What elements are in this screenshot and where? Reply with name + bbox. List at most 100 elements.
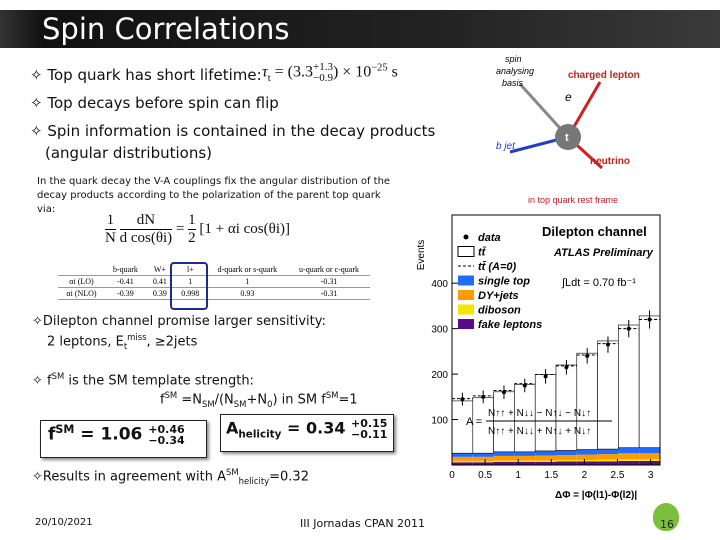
bar (514, 451, 536, 456)
table-cell: 0.41 (145, 275, 174, 288)
lumi: ∫Ldt = 0.70 fb⁻¹ (561, 277, 636, 289)
bar (493, 460, 515, 462)
x-axis-label: ΔΦ = |Φ(l1)-Φ(l2)| (555, 490, 637, 501)
bar (639, 459, 660, 461)
text: = 0.34 (287, 418, 346, 438)
data-point (605, 342, 610, 347)
sup: miss (127, 332, 147, 342)
fraction: dN d cos(θi) (119, 212, 173, 247)
text: f (160, 392, 165, 408)
legend-label: diboson (478, 305, 521, 317)
table-cell: 1 (206, 275, 289, 288)
bullet: ✧ (30, 122, 43, 140)
text: +N (246, 392, 268, 408)
errors: +1.3 −0.9 (313, 62, 333, 84)
bar (472, 456, 494, 461)
bar (493, 451, 515, 456)
x-tick-label: 1 (515, 470, 521, 481)
legend-label: data (478, 232, 501, 244)
bullet-text: Top quark has short lifetime: (47, 66, 262, 84)
sub: 0 (267, 398, 273, 409)
y-tick-label: 200 (431, 370, 448, 381)
table-cell: d-quark or s-quark (206, 264, 289, 276)
legend-swatch (458, 275, 474, 286)
decay-diagram (509, 81, 604, 170)
bar (556, 461, 577, 465)
sup: SM (51, 371, 65, 381)
bar (472, 453, 494, 457)
legend-swatch (458, 290, 474, 300)
slide-title: Spin Correlations (42, 12, 290, 46)
fsm-definition: fSM =NSM/(NSM+N0) in SM fSM=1 (160, 390, 358, 409)
fsm-result: fSM = 1.06 +0.46 −0.34 (48, 423, 185, 446)
x-tick-label: 0.5 (478, 470, 492, 481)
den: 2 (188, 230, 196, 246)
bullet-item: ✧ Top decays before spin can flip (30, 94, 279, 112)
bullet-item: ✧ Spin information is contained in the d… (30, 122, 435, 140)
data-point (564, 365, 569, 370)
bar (597, 461, 619, 465)
label: t (565, 132, 569, 144)
label: neutrino (590, 156, 630, 167)
bullet-item: ✧ fSM is the SM template strength: (32, 371, 254, 388)
bar (493, 461, 515, 465)
sup: SM (225, 467, 239, 477)
label: analysing (496, 66, 534, 76)
bar (597, 459, 619, 462)
text: A (226, 418, 239, 438)
table-cell (58, 264, 106, 276)
bar (576, 454, 598, 460)
bar (472, 462, 494, 465)
data-point (522, 383, 527, 388)
bar (618, 447, 640, 454)
exp: −25 (371, 62, 388, 74)
bullet-item: ✧Dilepton channel promise larger sensiti… (32, 314, 326, 329)
bar (576, 460, 598, 462)
x-tick-label: 2.5 (611, 470, 625, 481)
bar (535, 461, 556, 465)
table-row: αi (NLO) -0.39 0.39 0.998 0.93 -0.31 (58, 287, 370, 300)
table-cell: 0.39 (145, 287, 174, 300)
x-tick-label: 2 (582, 470, 588, 481)
bar (514, 460, 536, 462)
label: basis (502, 78, 524, 88)
data-point (501, 390, 506, 395)
table-cell: -0.31 (288, 275, 370, 288)
legend-label: DY+jets (478, 290, 519, 302)
label: charged lepton (568, 70, 640, 81)
text: f (48, 424, 56, 445)
bar (597, 454, 619, 460)
lifetime-formula: τt = (3.3 +1.3 −0.9) × 10−25 s (262, 62, 398, 84)
legend-swatch (457, 246, 475, 257)
up: +0.15 (351, 417, 388, 430)
down: −0.9 (312, 72, 333, 84)
up: +0.46 (148, 422, 185, 436)
bar (535, 460, 556, 462)
bar (514, 455, 536, 461)
table-cell: l+ (173, 264, 207, 276)
bullet-text: Top decays before spin can flip (47, 94, 279, 112)
label: spin (505, 54, 522, 64)
data-point (481, 394, 486, 399)
formula: N↑↑ + N↓↓ − N↑↓ − N↓↑ (488, 408, 591, 419)
table-cell: 0.998 (173, 287, 207, 300)
text: = 1.06 (80, 424, 143, 445)
bar (535, 455, 556, 461)
bar (639, 447, 660, 454)
logo (653, 503, 679, 531)
footer-event: III Jornadas CPAN 2011 (300, 517, 426, 530)
result-box (220, 414, 394, 452)
bar (556, 450, 577, 455)
text: = (175, 220, 185, 237)
bar (639, 460, 660, 465)
down: −0.11 (351, 428, 388, 441)
num: 1 (105, 212, 116, 230)
table-cell: αi (NLO) (58, 287, 106, 300)
table-cell: -0.31 (288, 287, 370, 300)
highlight-box (170, 262, 208, 310)
bar (452, 462, 473, 465)
note: In the quark decay the V-A couplings fix… (37, 176, 391, 215)
bar (618, 453, 640, 460)
sub: SM (233, 398, 247, 409)
alpha-table: b-quark W+ l+ d-quark or s-quark u-quark or … (58, 264, 370, 300)
